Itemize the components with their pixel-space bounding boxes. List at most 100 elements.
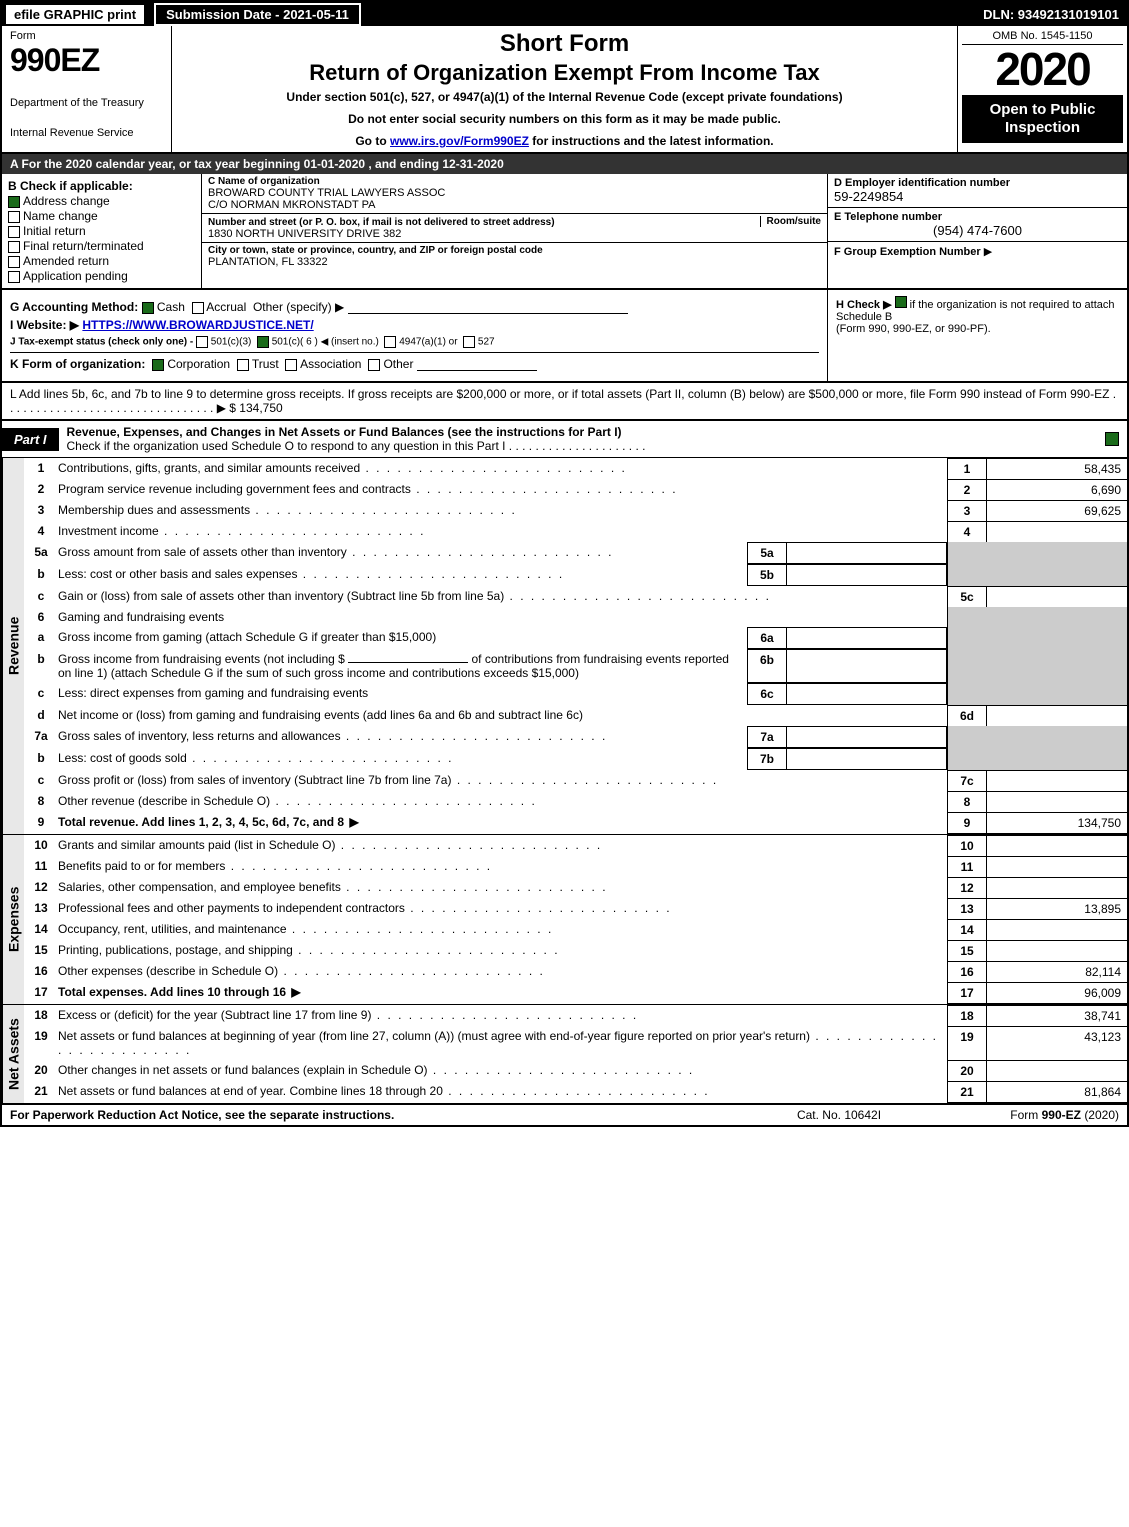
form-number: 990EZ bbox=[10, 42, 163, 79]
line-1-desc: Contributions, gifts, grants, and simila… bbox=[58, 458, 947, 479]
line-2-rlabel: 2 bbox=[947, 479, 987, 500]
line-1-rlabel: 1 bbox=[947, 458, 987, 479]
line-7b-box-val bbox=[787, 748, 947, 770]
line-3-no: 3 bbox=[24, 500, 58, 521]
header-right: OMB No. 1545-1150 2020 Open to Public In… bbox=[957, 26, 1127, 152]
chk-final-return[interactable] bbox=[8, 241, 20, 253]
line-7b-grey bbox=[947, 748, 1127, 770]
chk-name-change[interactable] bbox=[8, 211, 20, 223]
website-link[interactable]: HTTPS://WWW.BROWARDJUSTICE.NET/ bbox=[82, 318, 313, 332]
line-12: 12 Salaries, other compensation, and emp… bbox=[24, 877, 1127, 898]
chk-4947[interactable] bbox=[384, 336, 396, 348]
chk-association[interactable] bbox=[285, 359, 297, 371]
line-21-val: 81,864 bbox=[987, 1081, 1127, 1103]
efile-print-button[interactable]: efile GRAPHIC print bbox=[6, 5, 144, 24]
chk-501c3[interactable] bbox=[196, 336, 208, 348]
chk-other-org[interactable] bbox=[368, 359, 380, 371]
line-15-val bbox=[987, 940, 1127, 961]
chk-application-pending[interactable] bbox=[8, 271, 20, 283]
entity-block: B Check if applicable: Address change Na… bbox=[2, 174, 1127, 290]
line-20: 20 Other changes in net assets or fund b… bbox=[24, 1060, 1127, 1081]
line-13: 13 Professional fees and other payments … bbox=[24, 898, 1127, 919]
line-7a-no: 7a bbox=[24, 726, 58, 748]
line-3-rlabel: 3 bbox=[947, 500, 987, 521]
part-1-title-text: Revenue, Expenses, and Changes in Net As… bbox=[67, 425, 622, 439]
b-label: B Check if applicable: bbox=[8, 179, 195, 193]
line-17: 17 Total expenses. Add lines 10 through … bbox=[24, 982, 1127, 1004]
line-19-desc: Net assets or fund balances at beginning… bbox=[58, 1026, 947, 1060]
chk-name-change-label: Name change bbox=[23, 209, 98, 223]
line-6c-grey bbox=[947, 683, 1127, 705]
ssn-warning: Do not enter social security numbers on … bbox=[180, 112, 949, 126]
chk-schedule-o-part1[interactable] bbox=[1105, 432, 1119, 446]
line-21-desc: Net assets or fund balances at end of ye… bbox=[58, 1081, 947, 1103]
chk-app-pending-label: Application pending bbox=[23, 269, 128, 283]
line-18-val: 38,741 bbox=[987, 1005, 1127, 1026]
form-990ez-page: efile GRAPHIC print Submission Date - 20… bbox=[0, 0, 1129, 1127]
netassets-label: Net Assets bbox=[2, 1005, 24, 1103]
line-3-desc: Membership dues and assessments bbox=[58, 500, 947, 521]
line-8-desc: Other revenue (describe in Schedule O) bbox=[58, 791, 947, 812]
line-5a-box-val bbox=[787, 542, 947, 564]
irs-instructions-link[interactable]: www.irs.gov/Form990EZ bbox=[390, 134, 529, 148]
line-6-desc: Gaming and fundraising events bbox=[58, 607, 947, 627]
line-10-no: 10 bbox=[24, 835, 58, 856]
k-corp: Corporation bbox=[167, 357, 230, 371]
j-line: J Tax-exempt status (check only one) - 5… bbox=[10, 336, 819, 348]
line-7a-grey bbox=[947, 726, 1127, 748]
line-3: 3 Membership dues and assessments 3 69,6… bbox=[24, 500, 1127, 521]
line-5b: b Less: cost or other basis and sales ex… bbox=[24, 564, 1127, 586]
footer-left: For Paperwork Reduction Act Notice, see … bbox=[10, 1108, 759, 1122]
line-5c-desc: Gain or (loss) from sale of assets other… bbox=[58, 586, 947, 607]
line-10-desc: Grants and similar amounts paid (list in… bbox=[58, 835, 947, 856]
line-6-no: 6 bbox=[24, 607, 58, 627]
chk-527[interactable] bbox=[463, 336, 475, 348]
line-7c-rlabel: 7c bbox=[947, 770, 987, 791]
k-other-input[interactable] bbox=[417, 357, 537, 371]
chk-amended-return[interactable] bbox=[8, 256, 20, 268]
chk-trust[interactable] bbox=[237, 359, 249, 371]
line-5b-no: b bbox=[24, 564, 58, 586]
netassets-section: Net Assets 18 Excess or (deficit) for th… bbox=[2, 1005, 1127, 1105]
chk-cash[interactable] bbox=[142, 302, 154, 314]
line-6b-input[interactable] bbox=[348, 662, 468, 663]
line-5b-desc: Less: cost or other basis and sales expe… bbox=[58, 564, 747, 586]
line-2: 2 Program service revenue including gove… bbox=[24, 479, 1127, 500]
line-4-val bbox=[987, 521, 1127, 542]
line-2-val: 6,690 bbox=[987, 479, 1127, 500]
line-6c-no: c bbox=[24, 683, 58, 705]
line-11: 11 Benefits paid to or for members 11 bbox=[24, 856, 1127, 877]
line-2-no: 2 bbox=[24, 479, 58, 500]
line-12-desc: Salaries, other compensation, and employ… bbox=[58, 877, 947, 898]
line-6b-box-val bbox=[787, 649, 947, 683]
chk-address-change[interactable] bbox=[8, 196, 20, 208]
line-9-no: 9 bbox=[24, 812, 58, 834]
chk-initial-return[interactable] bbox=[8, 226, 20, 238]
line-8-rlabel: 8 bbox=[947, 791, 987, 812]
chk-accrual[interactable] bbox=[192, 302, 204, 314]
chk-schedule-b-not-required[interactable] bbox=[895, 296, 907, 308]
line-10: 10 Grants and similar amounts paid (list… bbox=[24, 835, 1127, 856]
c-label: C Name of organization bbox=[208, 176, 821, 187]
g-other: Other (specify) ▶ bbox=[253, 300, 344, 314]
line-5a-no: 5a bbox=[24, 542, 58, 564]
line-14-no: 14 bbox=[24, 919, 58, 940]
line-3-val: 69,625 bbox=[987, 500, 1127, 521]
top-bar: efile GRAPHIC print Submission Date - 20… bbox=[2, 2, 1127, 26]
chk-address-change-row: Address change bbox=[8, 194, 195, 208]
under-section-text: Under section 501(c), 527, or 4947(a)(1)… bbox=[180, 90, 949, 104]
city-label: City or town, state or province, country… bbox=[208, 245, 821, 256]
g-other-input[interactable] bbox=[348, 300, 628, 314]
chk-corporation[interactable] bbox=[152, 359, 164, 371]
line-7a-box-val bbox=[787, 726, 947, 748]
line-6: 6 Gaming and fundraising events bbox=[24, 607, 1127, 627]
chk-501c[interactable] bbox=[257, 336, 269, 348]
k-other: Other bbox=[383, 357, 413, 371]
line-12-val bbox=[987, 877, 1127, 898]
line-5b-grey bbox=[947, 564, 1127, 586]
room-suite-label: Room/suite bbox=[760, 216, 821, 227]
revenue-section: Revenue 1 Contributions, gifts, grants, … bbox=[2, 458, 1127, 835]
j-527: 527 bbox=[478, 337, 495, 348]
line-21-no: 21 bbox=[24, 1081, 58, 1103]
part-1-subtitle: Check if the organization used Schedule … bbox=[67, 439, 646, 453]
